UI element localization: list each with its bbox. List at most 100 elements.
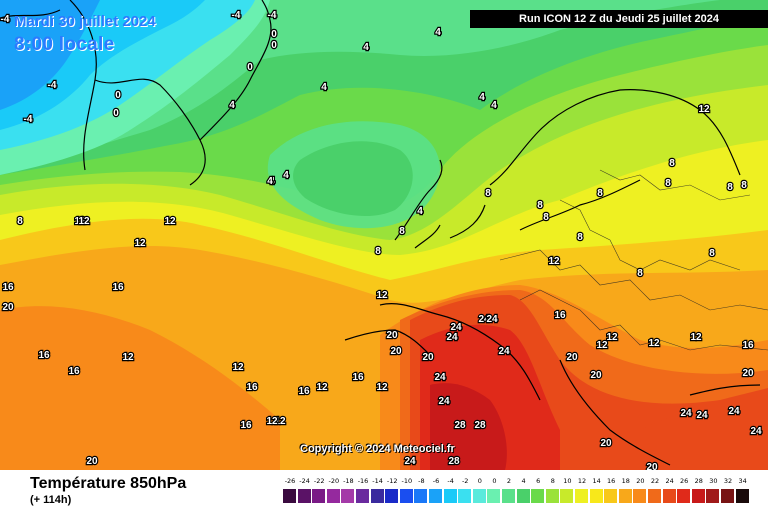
legend-swatch: [472, 489, 487, 503]
legend-tick-label: -26: [284, 477, 296, 485]
legend-tick-label: 16: [607, 477, 616, 485]
contour-value-label: 16: [246, 382, 258, 393]
legend-swatch: [706, 489, 721, 503]
contour-value-label: 4: [363, 42, 369, 53]
legend-tick-label: 34: [738, 477, 747, 485]
model-run-banner: Run ICON 12 Z du Jeudi 25 juillet 2024: [470, 10, 768, 28]
contour-value-label: 20: [600, 438, 612, 449]
legend-tick-label: -12: [386, 477, 398, 485]
legend-swatch: [356, 489, 370, 503]
legend-tick-label: 24: [665, 477, 674, 485]
legend-tick-label: 26: [680, 477, 689, 485]
contour-value-label: 12: [122, 352, 134, 363]
contour-value-label: 8: [637, 268, 643, 279]
contour-value-label: 20: [422, 352, 434, 363]
contour-value-label: 12: [548, 256, 560, 267]
contour-value-label: 16: [112, 282, 124, 293]
contour-value-label: 0: [271, 40, 277, 51]
contour-value-label: 12: [134, 238, 146, 249]
legend-swatch: [633, 489, 648, 503]
contour-value-label: 20: [86, 456, 98, 467]
contour-value-label: 16: [2, 282, 14, 293]
contour-value-label: 0: [271, 29, 277, 40]
contour-value-label: 16: [68, 366, 80, 377]
legend-tick-label: 2: [506, 477, 512, 485]
legend-tick-label: 32: [723, 477, 733, 485]
legend-swatch: [721, 489, 735, 503]
contour-value-label: 8: [597, 188, 603, 199]
legend-tick-label: 28: [694, 477, 703, 485]
contour-value-label: 4: [229, 100, 235, 111]
contour-value-label: 20: [646, 462, 658, 470]
legend-swatch: [341, 489, 356, 503]
contour-value-label: 4: [267, 176, 273, 187]
contour-value-label: 12: [376, 382, 388, 393]
contour-value-label: 8: [543, 212, 549, 223]
contour-value-label: 4: [491, 100, 497, 111]
contour-value-label: 12: [376, 290, 388, 301]
lead-time: (+ 114h): [30, 494, 72, 506]
contour-value-label: 8: [399, 226, 405, 237]
contour-value-label: 12: [74, 216, 86, 227]
contour-labels: -4 -4 -400000-4-44444444128881216121220161…: [0, 9, 763, 470]
legend-tick-label: 4: [521, 477, 526, 485]
legend-tick-label: 8: [550, 477, 555, 485]
contour-value-label: 20: [2, 302, 14, 313]
contour-value-label: 16: [352, 372, 364, 383]
contour-value-label: 4: [269, 176, 275, 187]
legend-tick-label: 22: [650, 477, 660, 485]
contour-value-label: 4: [435, 27, 441, 38]
contour-value-label: 16: [38, 350, 50, 361]
contour-value-label: 0: [113, 108, 119, 119]
contour-value-label: 12: [648, 338, 660, 349]
legend-swatch: [399, 489, 414, 503]
contour-value-label: 20: [566, 352, 578, 363]
contour-value-label: 24: [728, 406, 740, 417]
legend-swatch: [414, 489, 429, 503]
contour-value-label: -4: [268, 10, 277, 21]
legend-tick-label: -20: [328, 477, 340, 485]
contour-value-label: 24: [478, 314, 490, 325]
contour-value-label: 12: [274, 416, 286, 427]
contour-value-label: 20: [390, 346, 402, 357]
contour-value-label: 12: [266, 416, 278, 427]
contour-value-label: 16: [298, 386, 310, 397]
legend-swatch: [458, 489, 473, 503]
contour-value-label: 12: [596, 340, 608, 351]
contour-value-label: 0: [247, 62, 253, 73]
legend-swatch: [648, 489, 662, 503]
contour-value-label: 24: [434, 372, 446, 383]
contour-value-label: 4: [479, 92, 485, 103]
forecast-time: 8:00 locale: [14, 34, 115, 55]
contour-value-label: 24: [696, 410, 708, 421]
contour-value-label: 24: [438, 396, 450, 407]
legend-swatch: [370, 489, 385, 503]
temperature-map: -4 -4 -400000-4-44444444128881216121220161…: [0, 0, 768, 470]
legend-swatch: [735, 489, 750, 503]
contour-value-label: 12: [698, 104, 710, 115]
legend-tick-label: -16: [357, 477, 369, 485]
contour-value-label: -4: [48, 80, 57, 91]
legend-swatch: [545, 489, 560, 503]
legend-swatch: [531, 489, 546, 503]
legend-tick-label: -10: [401, 477, 413, 485]
legend-swatch: [604, 489, 619, 503]
contour-value-label: 8: [485, 188, 491, 199]
legend-tick-label: -4: [447, 477, 454, 485]
legend-tick-label: 0: [477, 477, 482, 485]
contour-value-label: 16: [554, 310, 566, 321]
contour-value-label: 8: [375, 246, 381, 257]
legend-tick-label: 10: [563, 477, 572, 485]
temperature-field: [0, 0, 768, 470]
contour-value-label: 8: [577, 232, 583, 243]
copyright-text: Copyright © 2024 Meteociel.fr: [300, 443, 455, 455]
legend-tick-label: 12: [577, 477, 587, 485]
contour-value-label: 24: [750, 426, 762, 437]
contour-value-label: 12: [690, 332, 702, 343]
contour-value-label: 4: [417, 206, 423, 217]
contour-value-label: 24: [404, 456, 416, 467]
contour-value-label: 8: [537, 200, 543, 211]
contour-value-label: 20: [590, 370, 602, 381]
legend-tick-label: -14: [372, 477, 383, 485]
legend-swatch: [677, 489, 692, 503]
